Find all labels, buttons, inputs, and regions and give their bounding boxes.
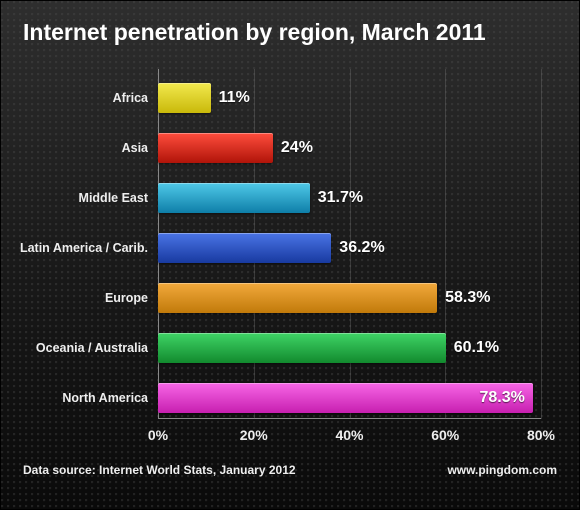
bar-row: North America78.3% [158,381,541,415]
plot-region: 0%20%40%60%80%Africa11%Asia24%Middle Eas… [158,69,541,419]
bar [158,233,331,263]
bar-row: Asia24% [158,131,541,165]
x-tick-label: 20% [240,427,268,443]
bar [158,383,533,413]
bar-row: Africa11% [158,81,541,115]
value-label: 78.3% [479,389,524,407]
credit-text: www.pingdom.com [447,463,557,477]
bar [158,283,437,313]
bar [158,83,211,113]
category-label: Latin America / Carib. [18,241,148,255]
bar-row: Oceania / Australia60.1% [158,331,541,365]
x-tick-label: 0% [148,427,168,443]
category-label: Oceania / Australia [18,341,148,355]
value-label: 31.7% [318,189,363,207]
category-label: Middle East [18,191,148,205]
value-label: 24% [281,139,313,157]
bar [158,133,273,163]
bar-row: Europe58.3% [158,281,541,315]
chart-title: Internet penetration by region, March 20… [23,19,557,46]
category-label: North America [18,391,148,405]
value-label: 11% [219,89,250,107]
x-tick-label: 80% [527,427,555,443]
x-tick-label: 40% [335,427,363,443]
chart-area: 0%20%40%60%80%Africa11%Asia24%Middle Eas… [33,64,547,449]
category-label: Africa [18,91,148,105]
bar-row: Latin America / Carib.36.2% [158,231,541,265]
bar [158,183,310,213]
bar-row: Middle East31.7% [158,181,541,215]
value-label: 58.3% [445,289,490,307]
gridline [541,69,542,419]
bar [158,333,446,363]
chart-card: Internet penetration by region, March 20… [0,0,580,510]
x-tick-label: 60% [431,427,459,443]
category-label: Asia [18,141,148,155]
data-source-text: Data source: Internet World Stats, Janua… [23,463,296,477]
value-label: 36.2% [339,239,384,257]
category-label: Europe [18,291,148,305]
value-label: 60.1% [454,339,499,357]
chart-footer: Data source: Internet World Stats, Janua… [23,463,557,477]
